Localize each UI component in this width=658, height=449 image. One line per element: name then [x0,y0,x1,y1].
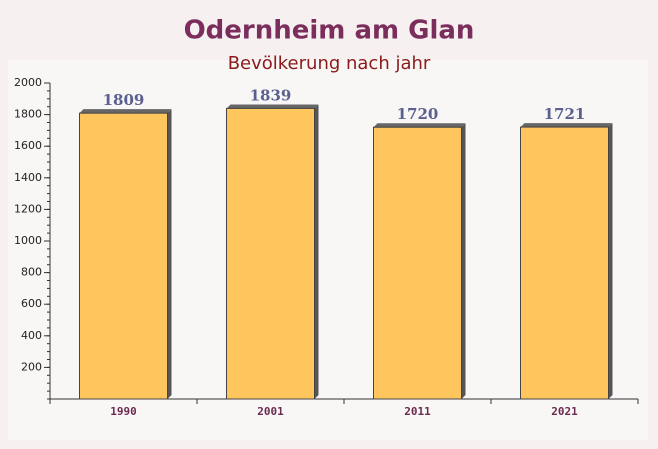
value-label: 1721 [544,105,586,123]
bar-shadow-top [373,123,466,128]
x-tick-label: 2011 [404,405,431,418]
x-tick-label: 2021 [551,405,578,418]
bar-shadow-top [520,123,613,128]
bar-shadow-top [79,109,172,114]
bar [520,126,609,400]
y-tick-label: 1800 [14,108,42,121]
bar [226,107,315,400]
y-tick-label: 800 [21,266,42,279]
chart-subtitle: Bevölkerung nach jahr [228,53,431,74]
bar-shadow [314,104,319,400]
bar-shadow [608,123,613,399]
x-tick-label: 1990 [110,405,137,418]
chart-title: Odernheim am Glan [184,16,475,46]
y-tick-label: 1000 [14,234,42,247]
y-tick-label: 2000 [14,76,42,89]
y-tick-label: 600 [21,297,42,310]
x-tick-label: 2001 [257,405,284,418]
bar [79,112,168,400]
y-tick-label: 200 [21,360,42,373]
bar-shadow [461,123,466,400]
value-label: 1809 [103,91,145,109]
y-tick-label: 1400 [14,171,42,184]
y-tick-label: 1200 [14,202,42,215]
y-tick-label: 400 [21,329,42,342]
bar-shadow [167,109,172,399]
y-tick-label: 1600 [14,139,42,152]
value-label: 1720 [397,105,439,123]
bar-shadow-top [226,104,319,109]
value-label: 1839 [250,86,292,104]
bar [373,126,462,400]
